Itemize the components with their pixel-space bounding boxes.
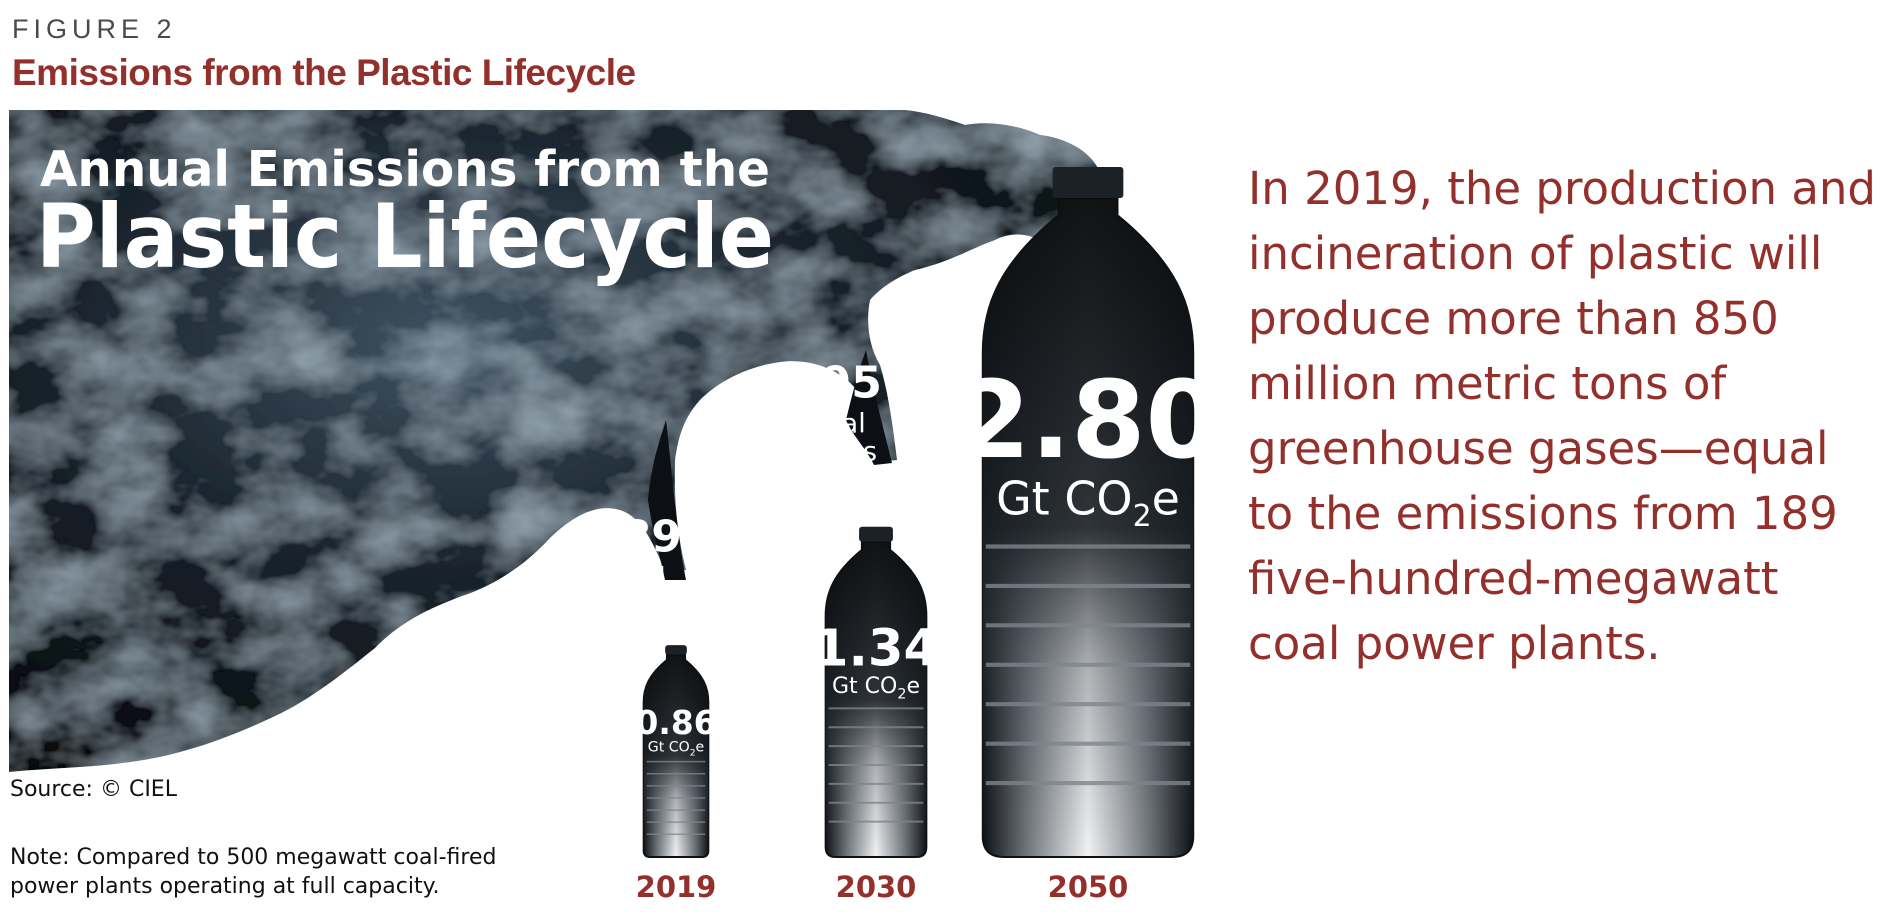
bottle-smoke-fill [982, 198, 1194, 858]
unit-label-2050: Gt CO2e [996, 471, 1180, 533]
figure-label: FIGURE 2 [12, 14, 177, 44]
coal-unit-line2-2030: Plants [795, 437, 877, 468]
bottle-cap [859, 526, 893, 542]
unit-label-2030: Gt CO2e [832, 674, 920, 703]
bottle-smoke-fill [643, 654, 709, 857]
year-label-2050: 2050 [1048, 870, 1129, 904]
figure-title: Emissions from the Plastic Lifecycle [12, 52, 636, 93]
year-label-2019: 2019 [636, 870, 717, 904]
coal-count-2019: 189 [590, 511, 682, 562]
unit-label-2019: Gt CO2e [648, 740, 704, 759]
side-text: In 2019, the production and incineration… [1248, 162, 1876, 670]
year-label-2030: 2030 [836, 870, 917, 904]
value-label-2030: 1.34 [813, 618, 939, 678]
source-text: Source: © CIEL [10, 777, 177, 802]
bottle-cap [665, 645, 687, 655]
note-text: Note: Compared to 500 megawatt coal-fire… [10, 845, 497, 899]
coal-unit-line1-2019: Coal [606, 562, 665, 593]
infographic-title-line1: Annual Emissions from the [40, 141, 770, 198]
coal-unit-line2-2019: Plants [595, 590, 677, 621]
bottle-cap [1052, 167, 1124, 199]
infographic-title-line2: Plastic Lifecycle [36, 185, 774, 288]
bottle-smoke-fill [825, 541, 927, 857]
value-label-2019: 0.86 [636, 704, 717, 742]
value-label-2050: 2.80 [956, 359, 1220, 483]
coal-count-2030: 295 [790, 358, 882, 409]
coal-unit-line1-2030: Coal [806, 409, 865, 440]
